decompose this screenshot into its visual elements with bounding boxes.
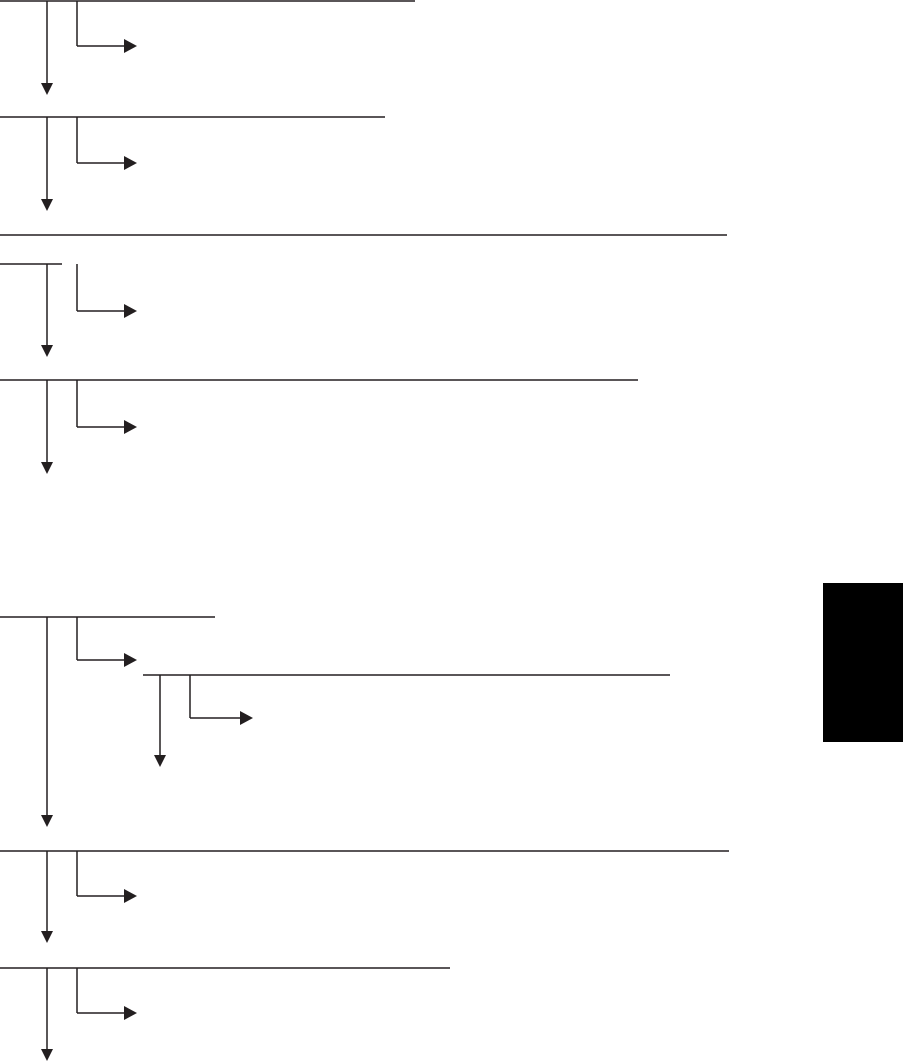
right-arrow-icon [240, 711, 253, 725]
right-arrow-icon [124, 156, 137, 170]
right-arrow-icon [124, 1006, 137, 1020]
down-arrow-icon [41, 1049, 53, 1061]
down-arrow-icon [41, 931, 53, 943]
right-arrow-icon [124, 889, 137, 903]
down-arrow-icon [41, 345, 53, 357]
down-arrow-icon [41, 815, 53, 827]
down-arrow-icon [41, 462, 53, 474]
right-arrow-icon [124, 39, 137, 53]
section-tab-marker [823, 583, 903, 742]
down-arrow-icon [41, 199, 53, 211]
right-arrow-icon [124, 653, 137, 667]
right-arrow-icon [124, 420, 137, 434]
down-arrow-icon [41, 83, 53, 95]
right-arrow-icon [124, 304, 137, 318]
down-arrow-icon [154, 755, 166, 767]
